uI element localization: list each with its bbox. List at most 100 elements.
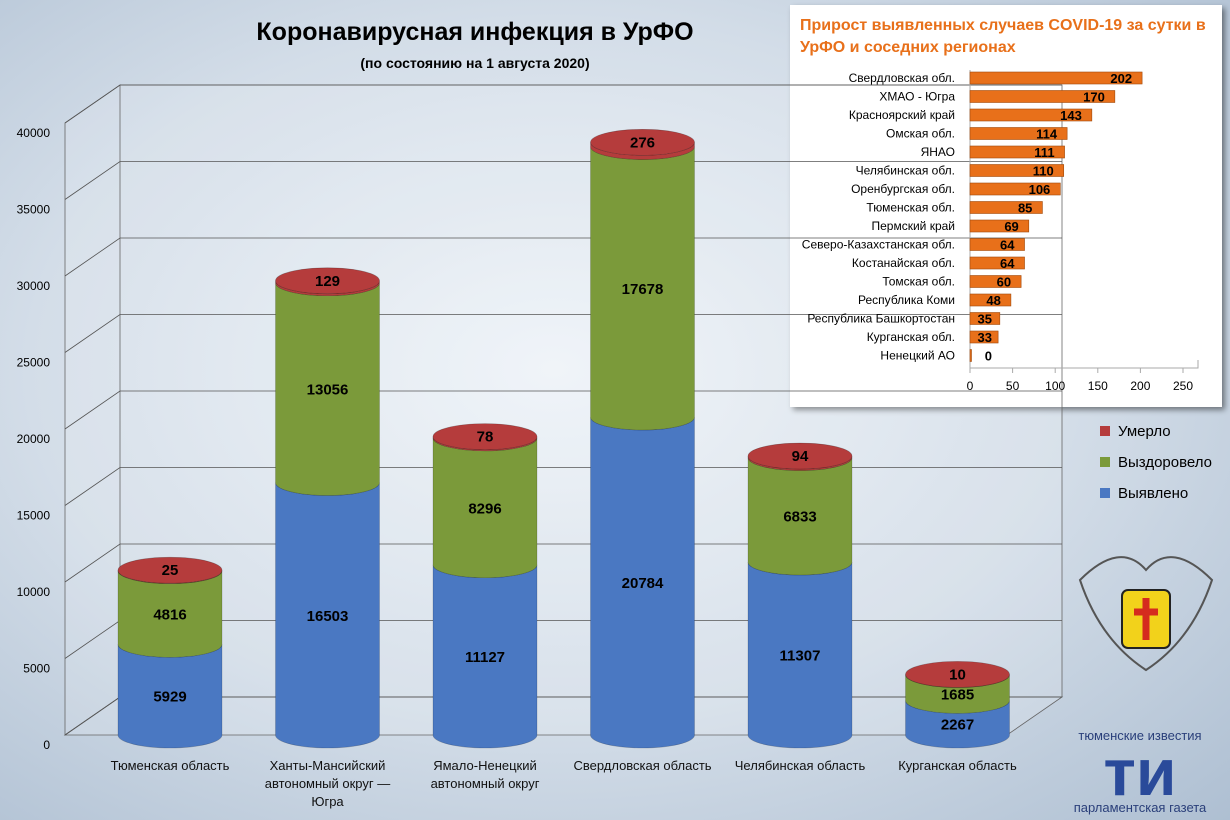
y-tick-label: 30000 <box>17 279 51 293</box>
grid-line <box>64 237 1062 277</box>
cylinder-cap <box>905 661 1010 688</box>
value-label: 111 <box>1034 145 1054 160</box>
y-tick-label: 20000 <box>17 432 51 446</box>
x-tick-label: Ханты-Мансийский автономный округ — Югра <box>264 758 391 809</box>
chart-title: Коронавирусная инфекция в УрФО <box>256 18 693 46</box>
bar <box>969 127 1068 140</box>
emblem-cross <box>1134 598 1158 640</box>
y-tick-label: Красноярский край <box>849 108 955 122</box>
value-label: 11307 <box>780 648 821 665</box>
grid-line <box>64 161 1062 200</box>
bar <box>969 293 1012 307</box>
bar <box>969 349 972 362</box>
value-label: 13056 <box>307 382 349 399</box>
y-tick-label: 25000 <box>17 356 51 370</box>
cylinder-cap <box>432 423 538 450</box>
bar <box>969 201 1043 214</box>
x-tick-label: Тюменская область <box>110 758 230 773</box>
value-label: 143 <box>1060 108 1082 123</box>
logo-bottom: парламентская газета <box>1074 800 1207 815</box>
x-tick-label: 250 <box>1173 379 1193 393</box>
y-tick-label: 40000 <box>17 126 51 140</box>
cylinder-cap <box>590 129 695 156</box>
bar <box>969 219 1030 233</box>
y-tick-label: Ненецкий АО <box>880 349 955 363</box>
value-label: 78 <box>477 429 494 446</box>
value-label: 8296 <box>468 500 501 517</box>
bar <box>969 108 1093 122</box>
y-tick-label: Республика Коми <box>858 293 955 307</box>
grid-line <box>64 314 1062 353</box>
y-tick-label: Республика Башкортостан <box>807 312 955 326</box>
bar <box>969 182 1061 196</box>
x-tick-label: 150 <box>1088 379 1108 393</box>
x-tick-label: Курганская область <box>898 758 1017 773</box>
value-label: 276 <box>630 134 655 151</box>
x-tick-label: 100 <box>1045 379 1065 393</box>
y-tick-label: Тюменская обл. <box>866 201 955 215</box>
x-tick-label: 0 <box>967 379 974 393</box>
cylinder-cap <box>747 442 853 470</box>
grid-line <box>64 84 1062 124</box>
x-tick-label: 50 <box>1006 379 1020 393</box>
legend-label: Умерло <box>1118 423 1171 440</box>
inset-title: Прирост выявленных случаев COVID-19 за с… <box>800 17 1206 56</box>
bar <box>969 71 1143 85</box>
cylinder-cap <box>275 267 380 295</box>
y-tick-label: Северо-Казахстанская обл. <box>802 238 955 252</box>
value-label: 60 <box>997 275 1011 290</box>
value-label: 20784 <box>622 575 664 592</box>
bar <box>969 145 1065 159</box>
y-tick-label: 10000 <box>17 585 51 599</box>
value-label: 16503 <box>307 608 349 625</box>
y-tick-label: ХМАО - Югра <box>879 90 955 104</box>
y-tick-label: Курганская обл. <box>867 330 955 344</box>
value-label: 64 <box>1000 256 1015 271</box>
logo-top: тюменские известия <box>1078 728 1201 743</box>
chart-subtitle: (по состоянию на 1 августа 2020) <box>360 55 589 71</box>
x-tick-label: Челябинская область <box>734 758 866 773</box>
value-label: 69 <box>1004 219 1018 234</box>
y-tick-label: 15000 <box>17 509 51 523</box>
y-tick-label: Свердловская обл. <box>849 71 955 85</box>
legend-swatch <box>1100 426 1110 436</box>
bar <box>969 164 1065 177</box>
emblem-eagle <box>1078 556 1214 672</box>
value-label: 85 <box>1018 201 1032 216</box>
legend-label: Выздоровело <box>1118 454 1212 471</box>
value-label: 33 <box>978 330 992 345</box>
y-tick-label: 35000 <box>17 203 51 217</box>
value-label: 5929 <box>153 689 186 706</box>
bar <box>969 256 1025 270</box>
value-label: 0 <box>985 349 992 364</box>
value-label: 10 <box>949 666 966 683</box>
y-tick-label: Пермский край <box>871 219 955 233</box>
value-label: 25 <box>162 562 179 579</box>
bar <box>969 275 1022 288</box>
value-label: 17678 <box>622 281 664 298</box>
logo: тюменские известия ти парламентская газе… <box>1074 556 1214 815</box>
value-label: 64 <box>1000 238 1015 253</box>
y-tick-label: Оренбургская обл. <box>851 182 955 196</box>
y-tick-label: Томская обл. <box>882 275 955 289</box>
value-label: 114 <box>1036 127 1058 142</box>
bar <box>969 90 1116 103</box>
legend-swatch <box>1100 457 1110 467</box>
x-tick-label: 200 <box>1130 379 1150 393</box>
x-tick-label: Ямало-Ненецкий автономный округ <box>430 758 540 791</box>
value-label: 170 <box>1083 90 1105 105</box>
y-tick-label: 0 <box>43 738 50 752</box>
grid-line <box>64 390 1062 430</box>
legend-swatch <box>1100 488 1110 498</box>
bar <box>969 312 1001 325</box>
y-tick-label: Челябинская обл. <box>856 164 955 178</box>
value-label: 11127 <box>465 649 505 666</box>
logo-mark: ти <box>1104 735 1177 809</box>
y-tick-label: Костанайская обл. <box>852 256 955 270</box>
y-tick-label: 5000 <box>23 662 50 676</box>
value-label: 48 <box>986 293 1000 308</box>
bar <box>969 330 999 344</box>
y-tick-label: Омская обл. <box>886 127 955 141</box>
